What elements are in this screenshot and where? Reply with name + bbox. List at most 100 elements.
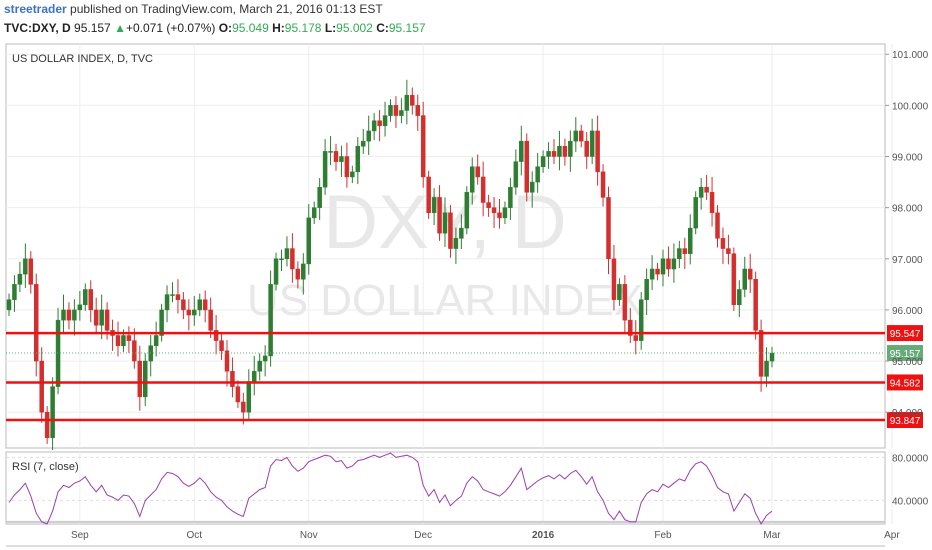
x-tick-label: Oct	[187, 530, 203, 541]
candle-body	[273, 258, 279, 285]
high-label: H:	[272, 21, 285, 35]
symbol-label[interactable]: TVC:DXY, D	[4, 21, 71, 35]
close-label: C:	[376, 21, 389, 35]
candle-body	[497, 212, 502, 219]
candle-body	[393, 105, 399, 116]
candle-body	[252, 371, 257, 382]
candle-body	[115, 335, 121, 346]
x-tick-label: Feb	[654, 530, 672, 541]
candle-body	[153, 335, 159, 346]
rsi-tick-label: 80.0000	[892, 453, 929, 464]
watermark-name: US DOLLAR INDEX	[247, 276, 643, 325]
candle-body	[230, 371, 235, 387]
last-price: 95.157	[74, 21, 111, 35]
candle-body	[224, 350, 230, 372]
candle-body	[606, 197, 611, 260]
candle-body	[453, 238, 459, 249]
candle-body	[246, 381, 252, 413]
candle-body	[197, 299, 202, 311]
candle-body	[262, 355, 268, 362]
candle-body	[649, 268, 655, 280]
candle-body	[17, 273, 23, 285]
candle-body	[93, 309, 99, 326]
candle-body	[257, 360, 262, 372]
y-tick-label: 95.000	[892, 357, 923, 368]
candle-body	[720, 238, 726, 249]
candle-body	[333, 151, 339, 162]
level-badge-label: 95.547	[890, 329, 921, 340]
y-tick-label: 100.000	[892, 101, 929, 112]
x-tick-label: Nov	[300, 530, 318, 541]
candle-body	[28, 258, 34, 285]
candle-body	[44, 411, 50, 439]
candle-body	[181, 299, 186, 311]
candle-body	[355, 146, 361, 173]
x-tick-label: 2016	[532, 530, 555, 541]
candle-body	[617, 284, 622, 300]
candle-body	[23, 258, 28, 275]
candle-body	[715, 212, 720, 239]
rsi-pane-frame	[5, 451, 886, 525]
candle-body	[192, 309, 197, 316]
candle-body	[50, 386, 55, 439]
level-badge	[887, 325, 923, 342]
y-tick-label: 94.000	[892, 408, 923, 419]
time-axis[interactable]: Sep Oct Nov Dec 2016 Feb Mar Apr	[71, 530, 900, 541]
candle-body	[638, 299, 644, 341]
candle-body	[34, 284, 39, 362]
ohlc-header: TVC:DXY, D 95.157 ▲+0.071 (+0.07%) O:95.…	[4, 21, 426, 35]
candle-body	[709, 192, 715, 214]
candle-body	[584, 140, 589, 157]
rsi-line	[8, 452, 773, 526]
candle-body	[546, 151, 551, 157]
candle-body	[72, 309, 77, 321]
candle-body	[99, 309, 104, 326]
price-axis[interactable]: 94.000 95.000 96.000 97.000 98.000 99.000 100.…	[885, 50, 929, 419]
low-label: L:	[324, 21, 337, 35]
candle-body	[208, 309, 213, 331]
candle-body	[279, 258, 284, 261]
candle-body	[284, 248, 290, 260]
candle-body	[202, 299, 208, 311]
level-badge	[887, 374, 923, 391]
candle-body	[442, 212, 448, 234]
candle-body	[655, 268, 660, 275]
candle-body	[6, 299, 12, 311]
candle-body	[698, 186, 704, 198]
candle-body	[170, 294, 175, 296]
candle-body	[137, 360, 143, 398]
candle-body	[301, 263, 306, 280]
candle-body	[12, 284, 17, 300]
candle-body	[737, 289, 742, 306]
candle-body	[437, 197, 442, 234]
level-badge	[887, 412, 923, 429]
candle-body	[742, 268, 747, 290]
candle-body	[66, 309, 72, 321]
candle-body	[290, 248, 295, 270]
candle-body	[39, 360, 44, 413]
candle-body	[339, 156, 344, 162]
candle-body	[502, 207, 508, 219]
candle-body	[350, 171, 355, 178]
candle-body	[104, 309, 110, 331]
candle-body	[175, 294, 181, 300]
candle-body	[600, 171, 606, 198]
candle-body	[726, 248, 731, 254]
candle-body	[322, 151, 328, 188]
author-link[interactable]: streetrader	[4, 2, 67, 16]
published-text: published on TradingView.com, March 21, …	[70, 2, 383, 16]
candle-body	[491, 207, 497, 214]
publish-header: streetrader published on TradingView.com…	[4, 2, 383, 16]
candle-body	[579, 130, 584, 142]
candle-body	[306, 217, 311, 265]
candle-body	[448, 212, 453, 249]
candle-body	[666, 258, 671, 270]
candle-body	[235, 386, 241, 403]
candle-body	[164, 294, 170, 311]
candle-body	[731, 253, 737, 306]
candle-body	[753, 278, 758, 331]
candle-body	[508, 186, 513, 208]
candle-body	[704, 186, 709, 193]
rsi-label: RSI (7, close)	[12, 461, 79, 473]
